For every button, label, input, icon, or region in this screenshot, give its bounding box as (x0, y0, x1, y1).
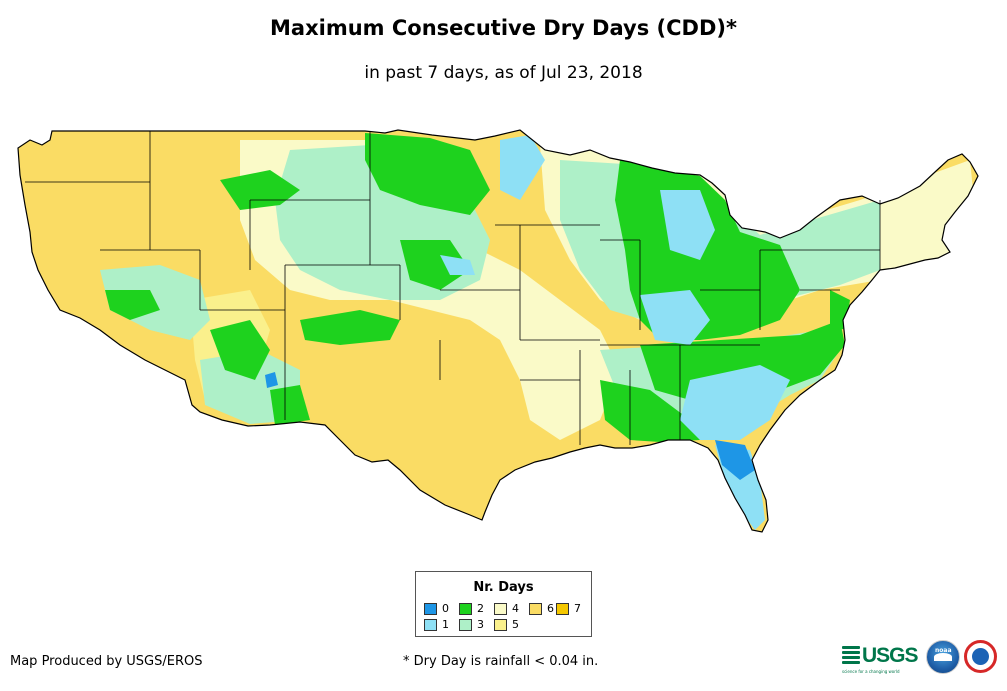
noaa-bird-icon (934, 653, 952, 661)
noaa-logo: noaa (926, 640, 960, 674)
nws-logo (964, 640, 997, 673)
precipitation-fields (18, 130, 978, 532)
legend-label: 2 (477, 602, 484, 615)
legend-item-3: 3 (459, 618, 484, 631)
legend-label: 7 (574, 602, 581, 615)
usgs-logo: USGS science for a changing world (842, 644, 920, 674)
legend-label: 6 (547, 602, 554, 615)
map-subtitle: in past 7 days, as of Jul 23, 2018 (364, 63, 643, 83)
legend-item-1: 1 (424, 618, 449, 631)
usgs-waves-icon (842, 646, 860, 668)
noaa-logo-text: noaa (935, 647, 952, 654)
legend-swatch (494, 618, 507, 631)
map-title: Maximum Consecutive Dry Days (CDD)* (270, 16, 737, 40)
legend-item-6: 6 (529, 602, 554, 615)
legend-swatch (459, 602, 472, 615)
legend-item-5: 5 (494, 618, 519, 631)
agency-logos: USGS science for a changing world noaa (842, 638, 1002, 678)
legend-swatch (459, 618, 472, 631)
legend-item-2: 2 (459, 602, 484, 615)
legend-label: 4 (512, 602, 519, 615)
state-boundaries (25, 131, 881, 445)
nws-emblem-icon (972, 648, 989, 665)
legend-swatch (424, 602, 437, 615)
map-credit: Map Produced by USGS/EROS (10, 654, 203, 669)
dry-day-footnote: * Dry Day is rainfall < 0.04 in. (403, 654, 599, 669)
legend-label: 1 (442, 618, 449, 631)
legend-item-0: 0 (424, 602, 449, 615)
legend-swatch (494, 602, 507, 615)
legend-label: 0 (442, 602, 449, 615)
legend-item-7: 7 (556, 602, 581, 615)
usgs-tagline: science for a changing world (842, 669, 900, 674)
map-legend: Nr. Days 0 1 2 3 4 5 6 7 (415, 571, 592, 637)
legend-swatch (529, 602, 542, 615)
legend-item-4: 4 (494, 602, 519, 615)
usgs-logo-text: USGS (862, 644, 919, 667)
legend-title: Nr. Days (473, 580, 534, 595)
legend-swatch (424, 618, 437, 631)
legend-label: 3 (477, 618, 484, 631)
legend-label: 5 (512, 618, 519, 631)
legend-swatch (556, 602, 569, 615)
